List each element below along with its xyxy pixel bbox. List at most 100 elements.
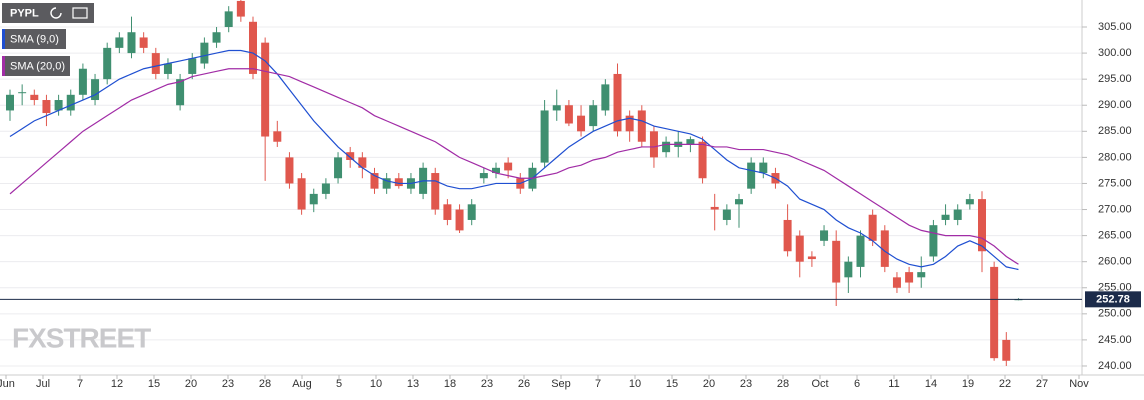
candle-body (601, 84, 610, 111)
candle-body (649, 131, 658, 158)
candle-body (820, 230, 829, 241)
y-tick-label: 270.00 (1098, 203, 1132, 215)
symbol: PYPL (10, 7, 39, 19)
indicator-label: SMA (9,0) (10, 33, 59, 45)
settings-icon[interactable] (72, 7, 88, 19)
candle-body (346, 152, 355, 160)
candle-body (832, 240, 841, 283)
candle-body (431, 173, 440, 210)
candle-body (78, 68, 87, 95)
candle-body (443, 204, 452, 220)
x-tick-label: 20 (185, 378, 197, 390)
last-price-label: 252.78 (1096, 294, 1130, 306)
candle-body (115, 37, 124, 48)
candle-body (176, 79, 185, 106)
y-tick-label: 265.00 (1098, 230, 1132, 242)
candle-body (200, 42, 209, 64)
candle-body (151, 53, 160, 74)
candle-body (382, 178, 391, 189)
x-tick-label: 23 (740, 378, 752, 390)
y-tick-label: 275.00 (1098, 177, 1132, 189)
sma-line (9, 68, 1019, 265)
y-tick-label: 280.00 (1098, 151, 1132, 163)
symbol-box[interactable] (2, 3, 94, 23)
watermark: FXSTREET (12, 322, 151, 353)
candle-body (965, 199, 974, 205)
candle-body (552, 105, 561, 111)
candle-body (735, 199, 743, 205)
x-tick-label: 15 (666, 378, 678, 390)
candle-body (273, 131, 282, 142)
candle-body (540, 110, 549, 163)
x-tick-label: 15 (148, 378, 160, 390)
x-tick-label: 11 (888, 378, 899, 390)
y-tick-label: 300.00 (1098, 47, 1132, 59)
y-tick-label: 290.00 (1098, 99, 1132, 111)
candle-body (1002, 339, 1011, 361)
x-tick-label: 10 (629, 378, 641, 390)
candle-body (91, 79, 100, 101)
candle-body (929, 225, 938, 257)
x-tick-label: 7 (77, 378, 83, 390)
x-tick-label: 20 (703, 378, 715, 390)
candle-body (467, 204, 476, 220)
candle-body (905, 272, 914, 283)
candle-body (722, 209, 731, 220)
x-tick-label: 19 (962, 378, 974, 390)
candle-body (249, 21, 257, 74)
candle-body (978, 199, 986, 252)
candle-body (103, 47, 112, 80)
x-tick-label: Jul (36, 378, 50, 390)
candle-body (941, 214, 950, 220)
candle-body (747, 162, 756, 189)
candle-body (856, 235, 865, 267)
candle-body (285, 157, 294, 184)
indicator-box[interactable] (2, 56, 70, 76)
candle-body (224, 11, 233, 28)
candle-body (42, 100, 51, 114)
x-tick-label: 28 (259, 378, 271, 390)
sma-line (9, 49, 1019, 271)
candle-body (188, 58, 197, 74)
candle-body (297, 178, 306, 210)
last-price-box (1085, 291, 1141, 308)
candle-body (455, 209, 464, 231)
candle-body (637, 110, 646, 142)
x-tick-label: 23 (222, 378, 234, 390)
candle-body (212, 32, 221, 43)
y-tick-label: 245.00 (1098, 334, 1132, 346)
candle-body (321, 183, 330, 194)
candle-body (18, 92, 27, 94)
x-tick-label: 28 (777, 378, 789, 390)
y-tick-label: 285.00 (1098, 125, 1132, 137)
candle-body (589, 105, 598, 127)
candle-body (577, 115, 586, 132)
x-tick-label: 13 (407, 378, 419, 390)
x-tick-label: 18 (444, 378, 456, 390)
x-tick-label: 7 (595, 378, 601, 390)
indicator-label: SMA (20,0) (10, 60, 65, 72)
x-tick-label: Nov (1069, 378, 1089, 390)
y-tick-label: 295.00 (1098, 73, 1132, 85)
candle-body (236, 0, 245, 17)
candle-body (807, 256, 816, 260)
candle-body (358, 157, 367, 168)
x-tick-label: 14 (925, 378, 937, 390)
indicator-box[interactable] (2, 29, 66, 49)
candle-body (880, 230, 889, 267)
indicator-swatch (2, 56, 5, 76)
x-tick-label: 6 (854, 378, 860, 390)
candle-body (309, 193, 318, 205)
candle-body (127, 32, 136, 54)
candle-body (662, 141, 671, 153)
candle-body (492, 167, 500, 174)
y-tick-label: 250.00 (1098, 308, 1132, 320)
candle-body (613, 73, 622, 132)
candle-body (710, 206, 719, 210)
x-tick-label: Aug (292, 378, 312, 390)
x-tick-label: Oct (811, 378, 828, 390)
refresh-icon[interactable] (50, 7, 62, 19)
x-tick-label: 10 (370, 378, 382, 390)
candle-body (261, 42, 270, 137)
